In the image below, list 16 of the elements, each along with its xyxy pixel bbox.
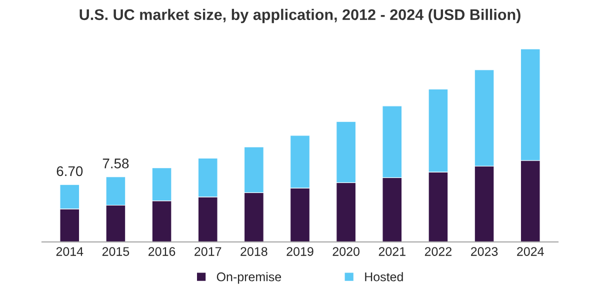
legend-label: Hosted (365, 272, 403, 282)
x-tick-label: 2024 (517, 247, 544, 256)
x-tick-label: 2019 (286, 247, 314, 256)
x-tick-label: 2014 (56, 247, 84, 256)
chart-title: U.S. UC market size, by application, 2012 - 2024 (USD Billion) (80, 8, 520, 24)
x-tick-label: 2023 (471, 247, 498, 256)
legend-label: On-premise (216, 272, 282, 284)
x-tick-label: 2017 (194, 247, 222, 256)
x-tick-label: 2016 (148, 247, 176, 256)
x-tick-label: 2018 (240, 247, 268, 256)
x-tick-label: 2015 (102, 247, 130, 256)
annotation: 6.70 (56, 166, 83, 176)
x-tick-label: 2022 (424, 247, 452, 256)
x-tick-label: 2021 (378, 247, 406, 256)
annotation: 7.58 (102, 158, 129, 168)
x-tick-label: 2020 (332, 247, 360, 256)
